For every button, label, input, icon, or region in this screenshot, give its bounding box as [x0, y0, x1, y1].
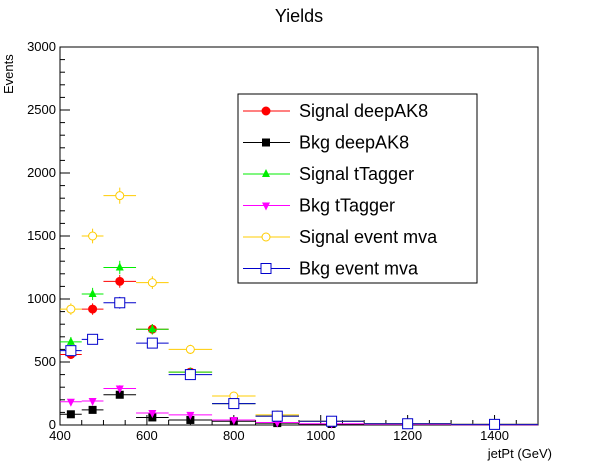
legend-entry-label: Bkg tTagger: [299, 196, 395, 216]
data-point: [114, 297, 126, 309]
y-tick-label: 3000: [27, 39, 56, 54]
y-axis-label: Events: [1, 54, 16, 94]
x-tick-label: 400: [49, 428, 71, 443]
legend-entry-label: Signal tTagger: [299, 164, 414, 184]
y-tick-label: 1000: [27, 291, 56, 306]
data-point: [228, 398, 240, 410]
data-point: [115, 385, 124, 394]
data-markers: [60, 187, 538, 430]
data-point: [489, 418, 501, 430]
legend-entry-label: Signal deepAK8: [299, 101, 428, 121]
data-point: [115, 276, 125, 286]
y-tick-label: 2500: [27, 102, 56, 117]
legend: Signal deepAK8 Bkg deepAK8 Signal tTagger B…: [237, 93, 478, 284]
series-group: [60, 274, 538, 429]
legend-entry-label: Bkg event mva: [299, 259, 419, 279]
data-point: [229, 416, 238, 425]
series-group: [60, 390, 538, 429]
legend-box: [237, 93, 478, 284]
x-tick-label: 800: [223, 428, 245, 443]
data-point: [66, 336, 75, 345]
data-point: [186, 415, 195, 424]
legend-marker: [262, 202, 270, 211]
legend-marker: [261, 106, 271, 116]
data-point: [115, 191, 125, 201]
x-tick-label: 600: [136, 428, 158, 443]
data-point: [88, 398, 97, 407]
legend-entry-label: Signal event mva: [299, 227, 438, 247]
legend-marker: [260, 263, 272, 274]
data-point: [184, 369, 196, 381]
data-point: [148, 410, 157, 419]
data-point: [87, 333, 99, 345]
data-point: [115, 390, 124, 399]
series-group: [60, 260, 538, 428]
y-tick-label: 1500: [27, 228, 56, 243]
data-point: [146, 337, 158, 349]
y-tick-label: 500: [34, 354, 56, 369]
x-tick-label: 1200: [393, 428, 422, 443]
x-tick-label: 1400: [480, 428, 509, 443]
legend-marker: [261, 232, 271, 242]
data-point: [148, 324, 157, 333]
data-point: [66, 410, 75, 419]
data-point: [185, 344, 195, 354]
data-point: [186, 411, 195, 420]
y-tick-label: 2000: [27, 165, 56, 180]
data-point: [66, 398, 75, 407]
legend-entry-label: Bkg deepAK8: [299, 133, 409, 153]
axes: 400 600 800 1000 1200 1400 0 500 1000 1500 2000 250…: [27, 39, 517, 443]
data-point: [65, 345, 77, 357]
x-tick-label: 1000: [306, 428, 335, 443]
chart-title: Yields: [275, 6, 323, 26]
data-point: [402, 418, 414, 430]
data-point: [115, 262, 124, 271]
x-axis-label: jetPt (GeV): [487, 446, 552, 461]
data-point: [88, 231, 98, 241]
data-point: [271, 410, 283, 422]
legend-marker: [262, 169, 270, 177]
data-point: [326, 415, 338, 427]
series-group: [60, 296, 538, 430]
data-point: [66, 304, 76, 314]
data-point: [88, 405, 97, 414]
y-tick-label: 0: [49, 417, 56, 432]
data-point: [147, 278, 157, 288]
data-point: [88, 288, 97, 297]
legend-marker: [262, 138, 270, 147]
data-point: [88, 304, 98, 314]
